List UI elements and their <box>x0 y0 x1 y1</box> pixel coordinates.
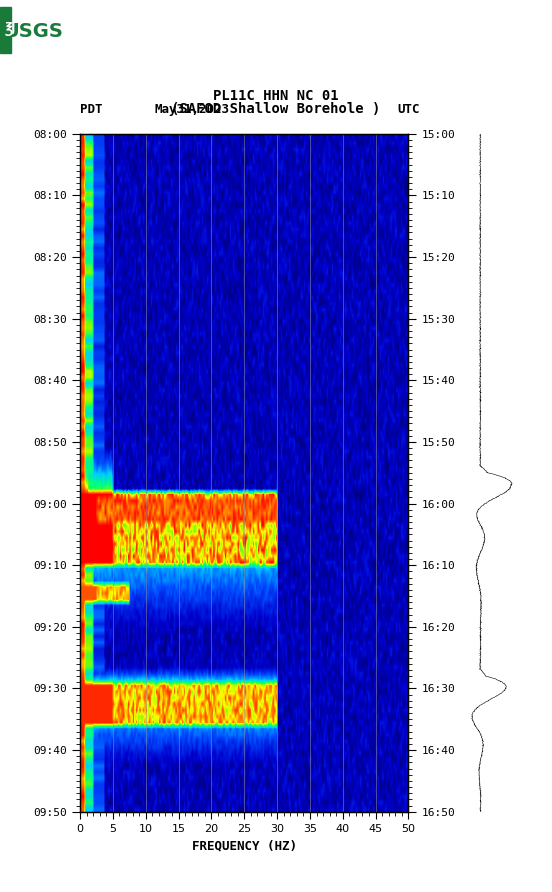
Text: UTC: UTC <box>397 103 420 116</box>
Text: PDT: PDT <box>80 103 103 116</box>
Text: May31,2023: May31,2023 <box>155 103 230 116</box>
X-axis label: FREQUENCY (HZ): FREQUENCY (HZ) <box>192 839 297 852</box>
Text: PL11C HHN NC 01: PL11C HHN NC 01 <box>213 88 339 103</box>
Text: ℥: ℥ <box>4 21 12 36</box>
Text: (SAFOD Shallow Borehole ): (SAFOD Shallow Borehole ) <box>171 102 381 116</box>
Text: USGS: USGS <box>4 21 63 41</box>
Bar <box>0 7 11 53</box>
